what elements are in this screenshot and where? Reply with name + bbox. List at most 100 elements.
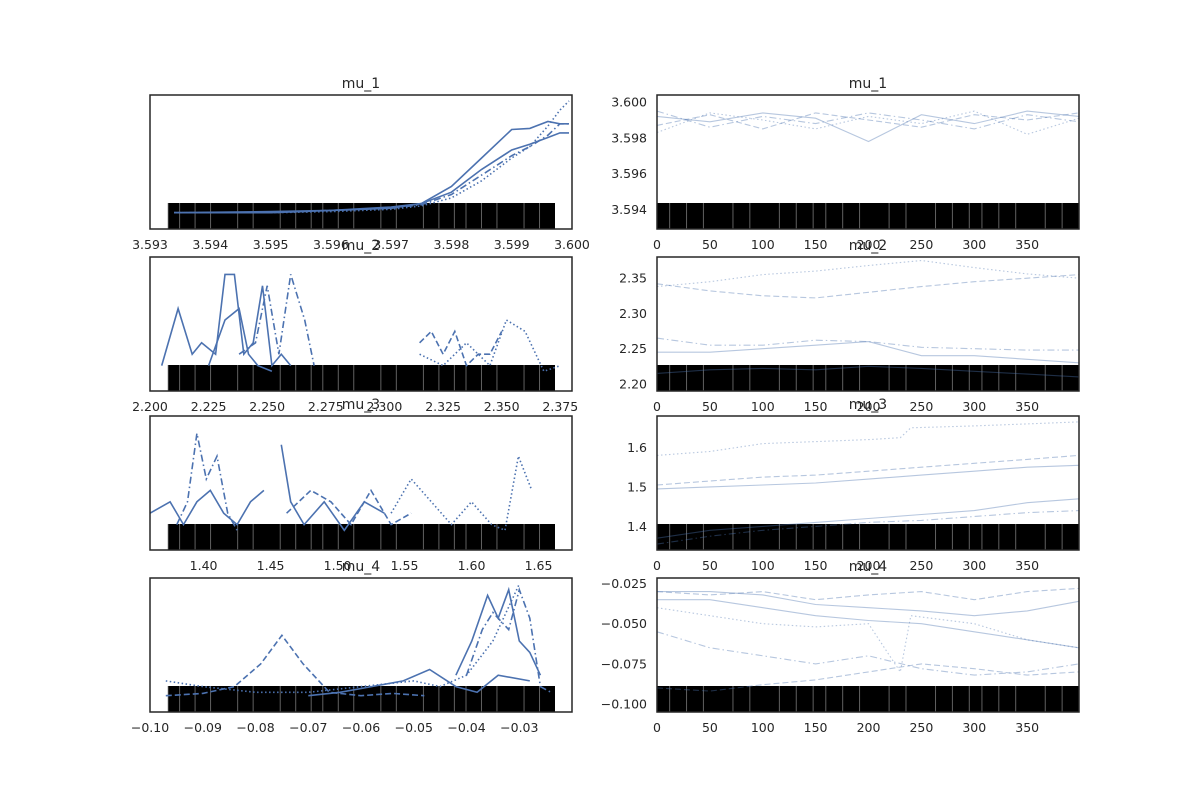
series-line-3 <box>657 599 1080 649</box>
subplot-5: mu_3 1.40 1.45 1.50 1.55 1.60 1.65 <box>149 397 573 573</box>
x-tick-label: 2.250 <box>249 399 285 414</box>
x-tick-label: −0.06 <box>342 720 380 735</box>
rug-band <box>168 524 555 550</box>
series-line-2 <box>656 454 1080 486</box>
x-tick-label: 350 <box>1015 720 1039 735</box>
rug-band <box>657 524 1079 550</box>
x-tick-label: 2.200 <box>132 399 168 414</box>
y-tick-label: −0.100 <box>601 697 647 712</box>
x-tick-label: 3.594 <box>192 237 228 252</box>
series-line-5 <box>419 318 561 373</box>
axes-frame <box>149 577 573 713</box>
subplot-8: mu_4 0 50 100 150 200 250 300 350 −0.100 −0.075 −0.… <box>601 559 1080 735</box>
y-tick-label: 3.600 <box>611 95 647 110</box>
x-tick-label: 250 <box>909 558 933 573</box>
x-tick-label: 2.325 <box>425 399 461 414</box>
series-line-1 <box>165 633 425 697</box>
series-line-2 <box>656 587 1080 601</box>
y-tick-label: 3.596 <box>611 166 647 181</box>
series-line-5 <box>465 587 552 694</box>
rug-band <box>168 365 555 391</box>
x-tick-label: 150 <box>804 720 828 735</box>
series-line-4 <box>419 329 503 368</box>
series-line-2 <box>656 112 1080 130</box>
x-tick-label: −0.04 <box>447 720 485 735</box>
subplot-title: mu_2 <box>849 238 887 254</box>
x-tick-label: 1.60 <box>458 558 486 573</box>
rug-band <box>657 686 1079 712</box>
x-tick-label: −0.05 <box>395 720 433 735</box>
x-tick-label: 2.375 <box>542 399 578 414</box>
x-tick-label: 250 <box>909 399 933 414</box>
x-tick-label: 1.55 <box>391 558 419 573</box>
series-line-3 <box>174 123 569 214</box>
series-line-4 <box>455 586 542 676</box>
x-tick-label: 350 <box>1015 237 1039 252</box>
series-line-4 <box>657 341 1080 364</box>
x-tick-label: 1.40 <box>190 558 218 573</box>
x-tick-label: 3.595 <box>253 237 289 252</box>
axes-frame <box>149 415 573 551</box>
subplot-6: mu_3 0 50 100 150 200 250 300 350 1.4 1.5 1.6 <box>627 397 1080 573</box>
x-tick-label: 3.596 <box>313 237 349 252</box>
series-line-3 <box>656 464 1080 490</box>
series-line-1 <box>657 591 1080 617</box>
series-line-1 <box>656 110 1080 143</box>
x-tick-label: 3.597 <box>373 237 409 252</box>
x-tick-label: 3.599 <box>494 237 530 252</box>
series-line-4 <box>656 607 1080 674</box>
series-line-5 <box>390 453 533 532</box>
x-tick-label: 300 <box>962 399 986 414</box>
series-line-2 <box>207 307 273 373</box>
series-line-2 <box>165 583 521 694</box>
series-line-4 <box>656 110 1080 135</box>
x-tick-label: 0 <box>653 720 661 735</box>
series-line-3 <box>656 337 1079 351</box>
axes-frame <box>656 577 1080 713</box>
series-line-5 <box>656 631 1080 676</box>
subplot-title: mu_3 <box>849 397 887 413</box>
x-tick-label: 0 <box>653 399 661 414</box>
subplot-1: mu_1 3.593 3.594 3.595 3.596 3.597 3.598 3.599 3… <box>132 76 590 252</box>
x-tick-label: 1.65 <box>525 558 553 573</box>
subplot-title: mu_1 <box>342 76 380 92</box>
x-tick-label: 250 <box>909 720 933 735</box>
x-tick-label: −0.07 <box>289 720 327 735</box>
rug-band <box>168 203 555 229</box>
x-tick-label: 150 <box>804 558 828 573</box>
subplot-title: mu_3 <box>342 397 380 413</box>
x-tick-label: 200 <box>857 558 881 573</box>
x-tick-label: 100 <box>751 720 775 735</box>
subplot-2: mu_1 0 50 100 150 200 250 300 350 3.594 3.596 3.598… <box>611 76 1080 252</box>
y-tick-label: −0.025 <box>601 576 647 591</box>
x-tick-label: 1.45 <box>257 558 285 573</box>
x-tick-label: 200 <box>857 399 881 414</box>
x-tick-label: 50 <box>702 237 718 252</box>
x-tick-label: 300 <box>962 558 986 573</box>
x-tick-label: 100 <box>751 237 775 252</box>
x-tick-label: 150 <box>804 237 828 252</box>
series-line-1 <box>160 273 292 368</box>
x-tick-label: 50 <box>702 558 718 573</box>
x-tick-label: 0 <box>653 558 661 573</box>
rug-band <box>657 365 1079 391</box>
series-line-1 <box>174 120 569 214</box>
series-line-2 <box>656 274 1080 299</box>
x-tick-label: 200 <box>857 237 881 252</box>
series-line-6 <box>656 663 1080 692</box>
x-tick-label: 200 <box>857 720 881 735</box>
subplot-title: mu_1 <box>849 76 887 92</box>
x-tick-label: 0 <box>653 237 661 252</box>
series-line-4 <box>286 488 412 526</box>
x-tick-label: 50 <box>702 399 718 414</box>
x-tick-label: 3.593 <box>132 237 168 252</box>
x-tick-label: 350 <box>1015 558 1039 573</box>
y-tick-label: 3.598 <box>611 130 647 145</box>
axes-frame <box>656 415 1080 551</box>
x-tick-label: 1.50 <box>324 558 352 573</box>
y-tick-label: −0.075 <box>601 656 647 671</box>
y-tick-label: 1.5 <box>627 479 647 494</box>
subplot-title: mu_4 <box>849 559 888 575</box>
series-line-4 <box>656 498 1080 539</box>
